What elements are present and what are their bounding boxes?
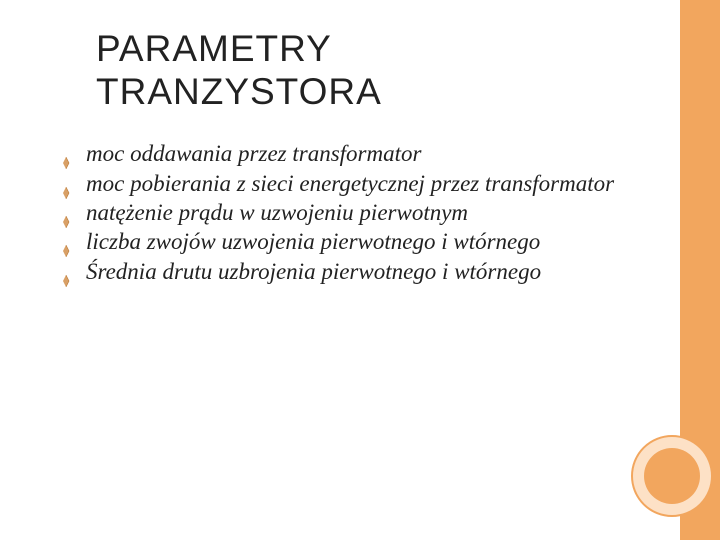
list-item: moc pobierania z sieci energetycznej prz… — [60, 169, 624, 198]
diamond-bullet-icon — [60, 235, 72, 247]
list-item: natężenie prądu w uzwojeniu pierwotnym — [60, 198, 624, 227]
bullet-list: moc oddawania przez transformator moc po… — [60, 139, 624, 286]
page-title: PARAMETRY TRANZYSTORA — [96, 28, 624, 113]
list-item: moc oddawania przez transformator — [60, 139, 624, 168]
list-item: Średnia drutu uzbrojenia pierwotnego i w… — [60, 257, 624, 286]
diamond-bullet-icon — [60, 147, 72, 159]
diamond-bullet-icon — [60, 206, 72, 218]
list-item-text: moc pobierania z sieci energetycznej prz… — [86, 171, 614, 196]
list-item-text: liczba zwojów uzwojenia pierwotnego i wt… — [86, 229, 540, 254]
slide: PARAMETRY TRANZYSTORA moc oddawania prze… — [0, 0, 720, 540]
list-item-text: Średnia drutu uzbrojenia pierwotnego i w… — [86, 259, 541, 284]
diamond-bullet-icon — [60, 265, 72, 277]
list-item: liczba zwojów uzwojenia pierwotnego i wt… — [60, 227, 624, 256]
diamond-bullet-icon — [60, 177, 72, 189]
list-item-text: natężenie prądu w uzwojeniu pierwotnym — [86, 200, 468, 225]
accent-circle-icon — [630, 434, 714, 518]
list-item-text: moc oddawania przez transformator — [86, 141, 421, 166]
